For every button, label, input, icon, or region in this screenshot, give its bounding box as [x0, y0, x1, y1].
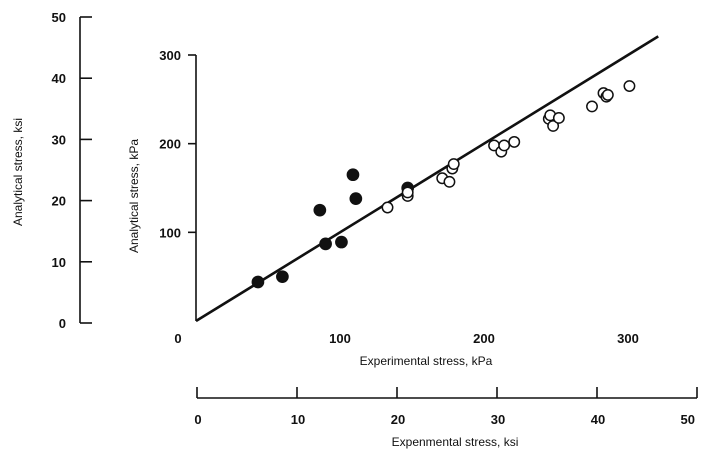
- secondary-x-tick-label: 40: [591, 412, 605, 427]
- open-point-2: [401, 186, 414, 199]
- open-point-6: [447, 158, 460, 171]
- primary-y-tick-label: 100: [159, 225, 181, 240]
- secondary-x-tick-label: 0: [194, 412, 201, 427]
- open-point-13: [547, 119, 560, 132]
- plot-area: 100 200 300 0 100 200 300 Analytical stress, …: [127, 35, 659, 368]
- filled-point-6: [349, 192, 363, 205]
- secondary-x-tick-label: 20: [391, 412, 405, 427]
- filled-point-5: [346, 168, 360, 182]
- secondary-y-axis-title: Analytical stress, ksi: [11, 118, 25, 226]
- secondary-x-axis: 0 10 20 30 40 50 Expenmental stress, ksi: [194, 387, 698, 449]
- secondary-x-tick-label: 10: [291, 412, 305, 427]
- primary-x-tick-label: 300: [617, 331, 639, 346]
- filled-point-2: [313, 203, 327, 217]
- primary-y-tick-label: 200: [159, 137, 181, 152]
- primary-y-axis-title: Analytical stress, kPa: [127, 139, 141, 253]
- open-point-19: [623, 80, 636, 92]
- primary-x-axis-title: Experimental stress, kPa: [360, 354, 493, 368]
- filled-point-3: [319, 237, 332, 251]
- secondary-y-tick-label: 10: [52, 255, 66, 270]
- primary-y-tick-label: 300: [159, 48, 181, 63]
- open-point-4: [443, 175, 456, 188]
- open-point-18: [601, 88, 614, 101]
- primary-x-tick-label: 200: [473, 331, 495, 346]
- secondary-y-tick-label: 20: [52, 194, 66, 209]
- primary-x-tick-label: 0: [174, 331, 181, 346]
- filled-point-1: [276, 270, 289, 284]
- open-point-9: [498, 139, 511, 152]
- filled-point-4: [335, 235, 348, 249]
- open-point-15: [586, 100, 598, 113]
- reference-line: [195, 35, 659, 323]
- secondary-x-tick-label: 30: [491, 412, 505, 427]
- primary-x-tick-label: 100: [329, 331, 351, 346]
- open-point-10: [508, 135, 521, 148]
- secondary-y-tick-label: 0: [59, 316, 66, 331]
- secondary-y-tick-label: 40: [52, 71, 66, 86]
- secondary-x-axis-title: Expenmental stress, ksi: [392, 435, 519, 449]
- secondary-x-tick-label: 50: [681, 412, 695, 427]
- filled-point-0: [251, 275, 265, 289]
- secondary-y-tick-label: 50: [52, 10, 66, 25]
- open-point-0: [381, 201, 394, 214]
- open-point-14: [552, 112, 565, 124]
- secondary-y-axis: 0 10 20 30 40 50 Analytical stress, ksi: [11, 10, 92, 331]
- secondary-y-tick-label: 30: [52, 132, 66, 147]
